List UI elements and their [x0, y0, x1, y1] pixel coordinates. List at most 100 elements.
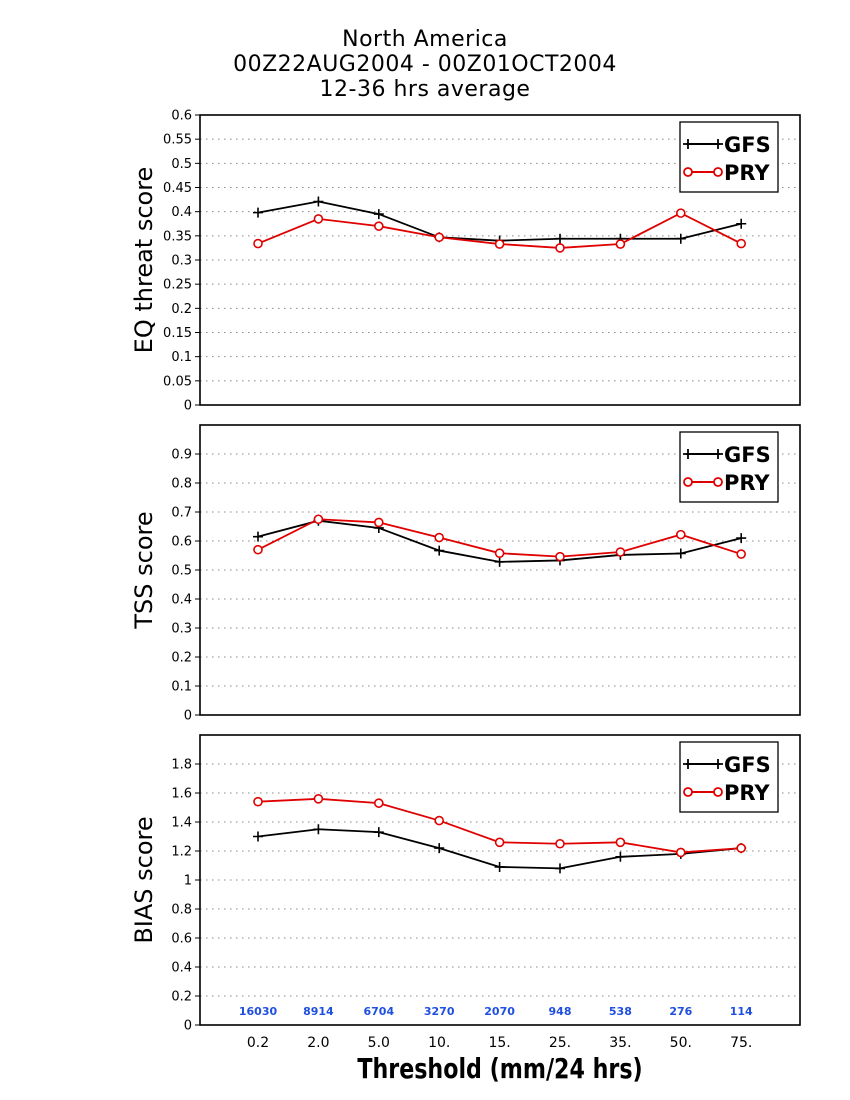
- data-point-gfs: [494, 556, 505, 567]
- y-tick-label: 0.2: [171, 302, 192, 317]
- sample-count-label: 276: [669, 1005, 692, 1018]
- legend-label-pry: PRY: [724, 471, 770, 495]
- data-point-gfs: [313, 824, 324, 835]
- legend-label-gfs: GFS: [724, 753, 771, 777]
- sample-count-label: 16030: [239, 1005, 278, 1018]
- data-point-gfs: [736, 533, 747, 544]
- data-point-pry: [555, 838, 565, 849]
- plot-frame: [199, 734, 801, 1026]
- y-tick-label: 0.4: [171, 961, 192, 976]
- legend-marker-pry: [683, 477, 693, 487]
- legend-marker-pry: [683, 787, 693, 797]
- legend-box: [679, 741, 779, 813]
- data-point-gfs: [373, 209, 384, 220]
- data-point-gfs: [434, 843, 445, 854]
- legend-marker-gfs: [683, 449, 693, 459]
- sample-count-label: 8914: [303, 1005, 334, 1018]
- x-tick-label: 10.: [428, 1035, 450, 1051]
- data-point-pry: [313, 793, 324, 804]
- y-axis-label: EQ threat score: [130, 167, 158, 354]
- y-tick-label: 1.4: [171, 816, 192, 831]
- data-point-pry: [615, 239, 626, 249]
- data-point-gfs: [675, 233, 686, 244]
- data-point-gfs: [615, 851, 626, 862]
- legend-marker-pry: [713, 787, 723, 797]
- x-tick-label: 50.: [670, 1035, 692, 1051]
- y-tick-label: 0: [184, 399, 192, 414]
- x-tick-label: 15.: [488, 1035, 510, 1051]
- y-tick-label: 0.15: [163, 326, 192, 341]
- y-tick-label: 0.1: [171, 680, 192, 695]
- data-point-gfs: [253, 831, 263, 842]
- y-tick-label: 0.9: [171, 448, 192, 463]
- y-tick-label: 0.25: [163, 278, 192, 293]
- data-point-pry: [615, 837, 626, 848]
- data-point-gfs: [253, 531, 263, 542]
- data-point-gfs: [434, 545, 445, 556]
- y-tick-label: 0.45: [163, 181, 192, 196]
- y-tick-label: 0.6: [171, 535, 192, 550]
- legend-label-gfs: GFS: [724, 133, 771, 157]
- data-point-pry: [736, 238, 747, 249]
- data-point-pry: [736, 549, 747, 559]
- y-tick-label: 0.8: [171, 477, 192, 492]
- plot-frame: [199, 424, 801, 716]
- legend-box: [679, 431, 779, 503]
- data-point-pry: [675, 847, 686, 858]
- chart-title-period: 00Z22AUG2004 - 00Z01OCT2004: [233, 52, 617, 77]
- data-point-gfs: [675, 548, 686, 559]
- y-tick-label: 0.5: [171, 564, 192, 579]
- data-point-pry: [313, 214, 324, 224]
- y-tick-label: 0.3: [171, 622, 192, 637]
- data-point-pry: [253, 238, 263, 249]
- data-point-pry: [373, 517, 384, 528]
- data-point-pry: [555, 551, 565, 562]
- sample-count-label: 538: [609, 1005, 632, 1018]
- data-point-pry: [675, 208, 686, 218]
- legend-marker-pry: [713, 167, 723, 177]
- legend-label-gfs: GFS: [724, 443, 771, 467]
- data-point-pry: [373, 798, 384, 808]
- legend-marker-gfs: [713, 139, 723, 149]
- data-point-pry: [494, 837, 505, 848]
- legend-marker-pry: [683, 167, 693, 177]
- y-tick-label: 0.35: [163, 229, 192, 244]
- data-point-pry: [615, 547, 626, 557]
- legend-marker-gfs: [683, 759, 693, 769]
- legend-marker-gfs: [683, 139, 693, 149]
- data-point-pry: [494, 548, 505, 558]
- x-tick-label: 5.0: [368, 1035, 390, 1051]
- data-point-pry: [313, 514, 324, 525]
- legend-label-pry: PRY: [724, 781, 770, 805]
- x-tick-label: 0.2: [247, 1035, 269, 1051]
- y-axis-label: TSS score: [130, 511, 158, 629]
- y-tick-label: 1: [184, 874, 192, 889]
- y-tick-label: 0.7: [171, 506, 192, 521]
- y-tick-label: 0.8: [171, 903, 192, 918]
- data-point-gfs: [494, 861, 505, 872]
- data-point-gfs: [253, 207, 263, 218]
- data-point-pry: [555, 243, 565, 253]
- y-tick-label: 1.8: [171, 758, 192, 773]
- x-tick-label: 2.0: [307, 1035, 329, 1051]
- y-tick-label: 0.6: [171, 932, 192, 947]
- data-point-gfs: [555, 233, 565, 244]
- y-tick-label: 0.1: [171, 350, 192, 365]
- data-point-pry: [434, 815, 445, 826]
- data-point-pry: [434, 532, 445, 543]
- y-tick-label: 0.2: [171, 990, 192, 1005]
- sample-count-label: 6704: [363, 1005, 394, 1018]
- y-tick-label: 0.2: [171, 651, 192, 666]
- y-tick-label: 0.4: [171, 593, 192, 608]
- y-tick-label: 0.55: [163, 133, 192, 148]
- y-tick-label: 0.5: [171, 157, 192, 172]
- x-axis-label: Threshold (mm/24 hrs): [357, 1052, 643, 1085]
- y-tick-label: 0.05: [163, 374, 192, 389]
- x-tick-label: 35.: [609, 1035, 631, 1051]
- y-tick-label: 0.6: [171, 109, 192, 124]
- data-point-pry: [373, 221, 384, 231]
- chart-title-average: 12-36 hrs average: [319, 77, 531, 102]
- legend-label-pry: PRY: [724, 161, 770, 185]
